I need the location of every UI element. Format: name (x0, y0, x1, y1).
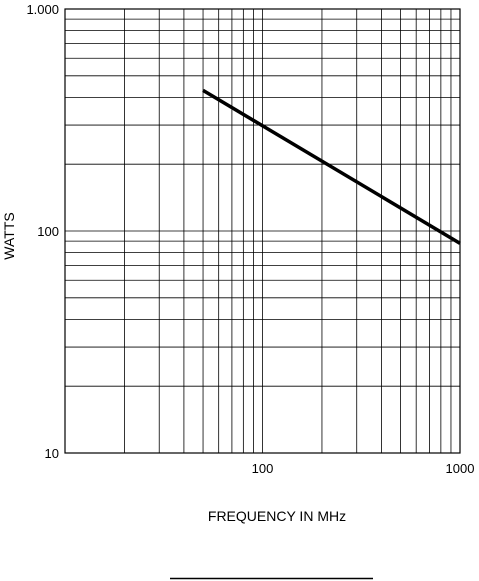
series-line (202, 88, 461, 245)
x-axis-title: FREQUENCY IN MHz (208, 508, 346, 524)
x-tick-label: 100 (252, 461, 274, 476)
y-axis-title: WATTS (1, 212, 17, 259)
y-tick-label: 1.000 (26, 2, 59, 17)
series-layer (202, 88, 461, 245)
tick-labels: 100 1000 10 100 1.000 (26, 2, 474, 476)
grid (65, 9, 460, 453)
y-tick-label: 100 (37, 224, 59, 239)
x-tick-label: 1000 (446, 461, 475, 476)
plot-frame (64, 8, 461, 454)
y-tick-label: 10 (45, 446, 59, 461)
